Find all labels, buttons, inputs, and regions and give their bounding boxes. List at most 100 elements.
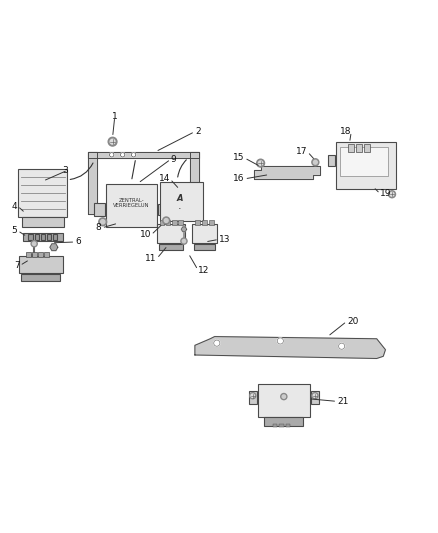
- Circle shape: [162, 217, 170, 224]
- Circle shape: [181, 238, 187, 244]
- Text: 1: 1: [112, 112, 118, 121]
- Text: 21: 21: [337, 397, 349, 406]
- Bar: [328, 155, 335, 166]
- Polygon shape: [190, 152, 199, 214]
- Bar: [192, 224, 217, 243]
- Bar: [348, 144, 354, 152]
- Text: 20: 20: [347, 317, 358, 326]
- Bar: [340, 147, 388, 176]
- Bar: [44, 252, 49, 257]
- Circle shape: [120, 152, 125, 157]
- Bar: [209, 220, 214, 225]
- Bar: [23, 233, 63, 241]
- Bar: [159, 244, 183, 250]
- Bar: [28, 234, 33, 240]
- Text: 14: 14: [159, 174, 170, 183]
- Bar: [311, 391, 319, 405]
- Text: ZENTRAL-
VERRIEGELUN: ZENTRAL- VERRIEGELUN: [113, 198, 150, 208]
- Bar: [160, 220, 164, 225]
- Text: 9: 9: [171, 155, 177, 164]
- Circle shape: [164, 219, 168, 222]
- Bar: [273, 424, 277, 427]
- Circle shape: [108, 138, 117, 146]
- Circle shape: [99, 218, 106, 226]
- Bar: [202, 220, 207, 225]
- Circle shape: [389, 191, 396, 198]
- Bar: [19, 256, 63, 273]
- Circle shape: [277, 338, 283, 344]
- Text: 15: 15: [233, 154, 244, 163]
- Circle shape: [251, 394, 254, 398]
- Bar: [38, 252, 43, 257]
- Circle shape: [101, 220, 105, 224]
- Circle shape: [110, 139, 115, 144]
- Circle shape: [281, 393, 287, 400]
- Bar: [158, 204, 168, 215]
- Bar: [18, 169, 67, 216]
- Circle shape: [339, 343, 345, 349]
- Bar: [195, 220, 200, 225]
- Bar: [364, 144, 370, 152]
- Text: 12: 12: [198, 265, 209, 274]
- Bar: [21, 273, 60, 280]
- Circle shape: [313, 394, 317, 398]
- Bar: [258, 384, 310, 416]
- Bar: [26, 252, 31, 257]
- Text: A: A: [177, 193, 183, 203]
- Polygon shape: [88, 152, 199, 158]
- Circle shape: [250, 393, 256, 399]
- Circle shape: [32, 242, 36, 245]
- Polygon shape: [88, 152, 97, 214]
- Text: 18: 18: [340, 127, 351, 136]
- Bar: [172, 220, 177, 225]
- Circle shape: [214, 340, 220, 346]
- Circle shape: [131, 152, 136, 157]
- Circle shape: [390, 192, 394, 196]
- Text: 11: 11: [145, 254, 157, 263]
- Bar: [279, 424, 284, 427]
- Text: 8: 8: [96, 223, 102, 232]
- Text: 5: 5: [12, 226, 18, 235]
- Bar: [47, 234, 51, 240]
- Bar: [41, 234, 45, 240]
- Bar: [106, 184, 157, 227]
- Bar: [35, 234, 39, 240]
- Text: 7: 7: [14, 261, 20, 270]
- Text: 3: 3: [62, 166, 68, 175]
- Polygon shape: [181, 227, 187, 231]
- Bar: [286, 424, 290, 427]
- Bar: [356, 144, 362, 152]
- Bar: [336, 142, 396, 189]
- Text: 10: 10: [140, 230, 151, 239]
- Text: 17: 17: [296, 147, 307, 156]
- Bar: [156, 224, 185, 243]
- Circle shape: [282, 395, 286, 398]
- Text: .: .: [178, 201, 181, 211]
- Polygon shape: [254, 166, 320, 179]
- Circle shape: [182, 239, 186, 243]
- Text: 4: 4: [12, 201, 18, 211]
- Bar: [265, 417, 303, 426]
- Bar: [249, 391, 257, 405]
- Text: 6: 6: [75, 238, 81, 246]
- Text: 16: 16: [233, 174, 244, 183]
- Circle shape: [312, 159, 319, 166]
- Circle shape: [31, 241, 37, 247]
- Bar: [22, 217, 64, 227]
- Bar: [160, 182, 203, 221]
- Circle shape: [110, 152, 114, 157]
- Bar: [194, 244, 215, 250]
- Circle shape: [258, 161, 263, 165]
- Circle shape: [257, 159, 265, 167]
- Bar: [166, 220, 170, 225]
- Text: 13: 13: [219, 235, 230, 244]
- Bar: [178, 220, 183, 225]
- Polygon shape: [50, 244, 58, 251]
- Text: 19: 19: [380, 189, 392, 198]
- Bar: [32, 252, 37, 257]
- Text: 2: 2: [195, 127, 201, 136]
- Bar: [53, 234, 57, 240]
- Polygon shape: [195, 336, 385, 359]
- Bar: [94, 204, 105, 216]
- Circle shape: [314, 160, 317, 164]
